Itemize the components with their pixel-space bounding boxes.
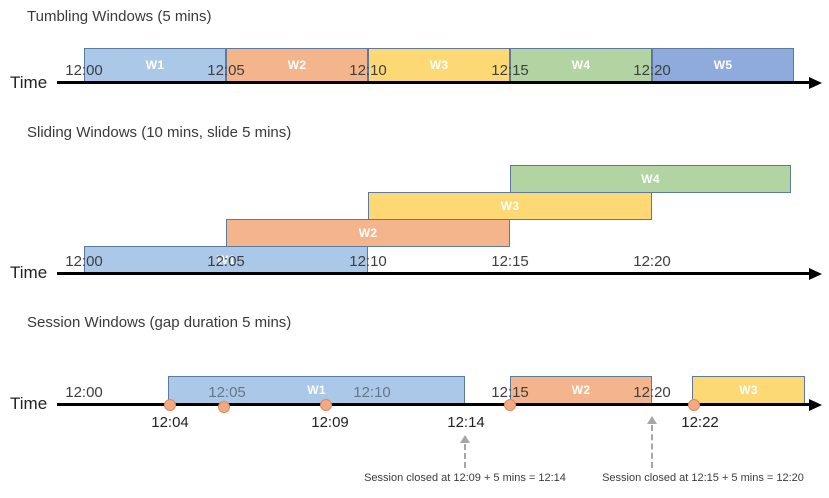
event-dot <box>218 401 230 413</box>
tumbling-window-w5: W5 <box>652 48 794 82</box>
tumbling-time-axis <box>57 81 810 84</box>
event-time-label-1214: 12:14 <box>447 414 485 431</box>
tumbling-section-title: Tumbling Windows (5 mins) <box>27 8 212 25</box>
window-label: W3 <box>429 58 449 72</box>
sliding-window-w4: W4 <box>510 165 791 193</box>
session-window-w3: W3 <box>692 376 805 404</box>
session-close-annotation-1: Session closed at 12:09 + 5 mins = 12:14 <box>364 472 566 484</box>
sliding-window-w3: W3 <box>368 192 652 220</box>
sliding-window-w2: W2 <box>226 219 510 247</box>
window-label: W4 <box>641 172 660 186</box>
tumbling-axis-label: Time <box>10 73 48 92</box>
event-time-label-1209: 12:09 <box>311 414 349 431</box>
sliding-tick-1210: 12:10 <box>349 253 387 270</box>
tumbling-window-w4: W4 <box>510 48 652 82</box>
session-close-arrow-shaft <box>464 444 466 468</box>
event-time-label-1222: 12:22 <box>681 414 719 431</box>
window-label: W5 <box>713 58 733 72</box>
session-close-arrow-icon <box>460 435 470 443</box>
session-tick-1210: 12:10 <box>353 384 391 401</box>
sliding-tick-1200: 12:00 <box>65 253 103 270</box>
sliding-time-axis <box>57 272 810 275</box>
session-tick-1220: 12:20 <box>633 384 671 401</box>
session-tick-1215: 12:15 <box>491 384 529 401</box>
window-label: W2 <box>358 226 378 240</box>
tumbling-window-w1: W1 <box>84 48 226 82</box>
session-close-arrow-icon <box>647 416 657 424</box>
window-label: W2 <box>571 383 591 397</box>
session-section-title: Session Windows (gap duration 5 mins) <box>27 314 292 331</box>
tumbling-tick-1215: 12:15 <box>491 62 529 79</box>
session-close-annotation-2: Session closed at 12:15 + 5 mins = 12:20 <box>602 472 804 484</box>
sliding-section-title: Sliding Windows (10 mins, slide 5 mins) <box>27 124 292 141</box>
session-tick-1200: 12:00 <box>65 384 103 401</box>
session-tick-1205: 12:05 <box>208 384 246 401</box>
event-dot <box>320 399 332 411</box>
tumbling-tick-1220: 12:20 <box>633 62 671 79</box>
session-axis-arrowhead-icon <box>809 399 822 411</box>
tumbling-tick-1205: 12:05 <box>207 62 245 79</box>
window-label: W3 <box>739 383 758 397</box>
event-time-label-1204: 12:04 <box>151 414 189 431</box>
tumbling-window-w2: W2 <box>226 48 368 82</box>
sliding-tick-1220: 12:20 <box>633 253 671 270</box>
window-label: W4 <box>571 58 591 72</box>
sliding-window-w1: W1 <box>84 246 368 274</box>
sliding-tick-1215: 12:15 <box>491 253 529 270</box>
session-window-w2: W2 <box>510 376 652 404</box>
tumbling-axis-arrowhead-icon <box>809 77 822 89</box>
tumbling-window-w3: W3 <box>368 48 510 82</box>
session-axis-label: Time <box>10 394 48 413</box>
event-dot <box>504 399 516 411</box>
event-dot <box>688 399 700 411</box>
window-label: W3 <box>500 199 520 213</box>
sliding-axis-arrowhead-icon <box>809 268 822 280</box>
session-time-axis <box>57 403 810 406</box>
window-label: W2 <box>287 58 307 72</box>
tumbling-tick-1210: 12:10 <box>349 62 387 79</box>
sliding-axis-label: Time <box>10 263 48 282</box>
window-label: W1 <box>145 58 165 72</box>
event-dot <box>164 399 176 411</box>
tumbling-tick-1200: 12:00 <box>65 62 103 79</box>
window-label: W1 <box>216 253 236 267</box>
session-close-arrow-shaft <box>651 425 653 468</box>
sliding-tick-1205: 12:05 <box>207 253 245 270</box>
window-label: W1 <box>307 383 326 397</box>
